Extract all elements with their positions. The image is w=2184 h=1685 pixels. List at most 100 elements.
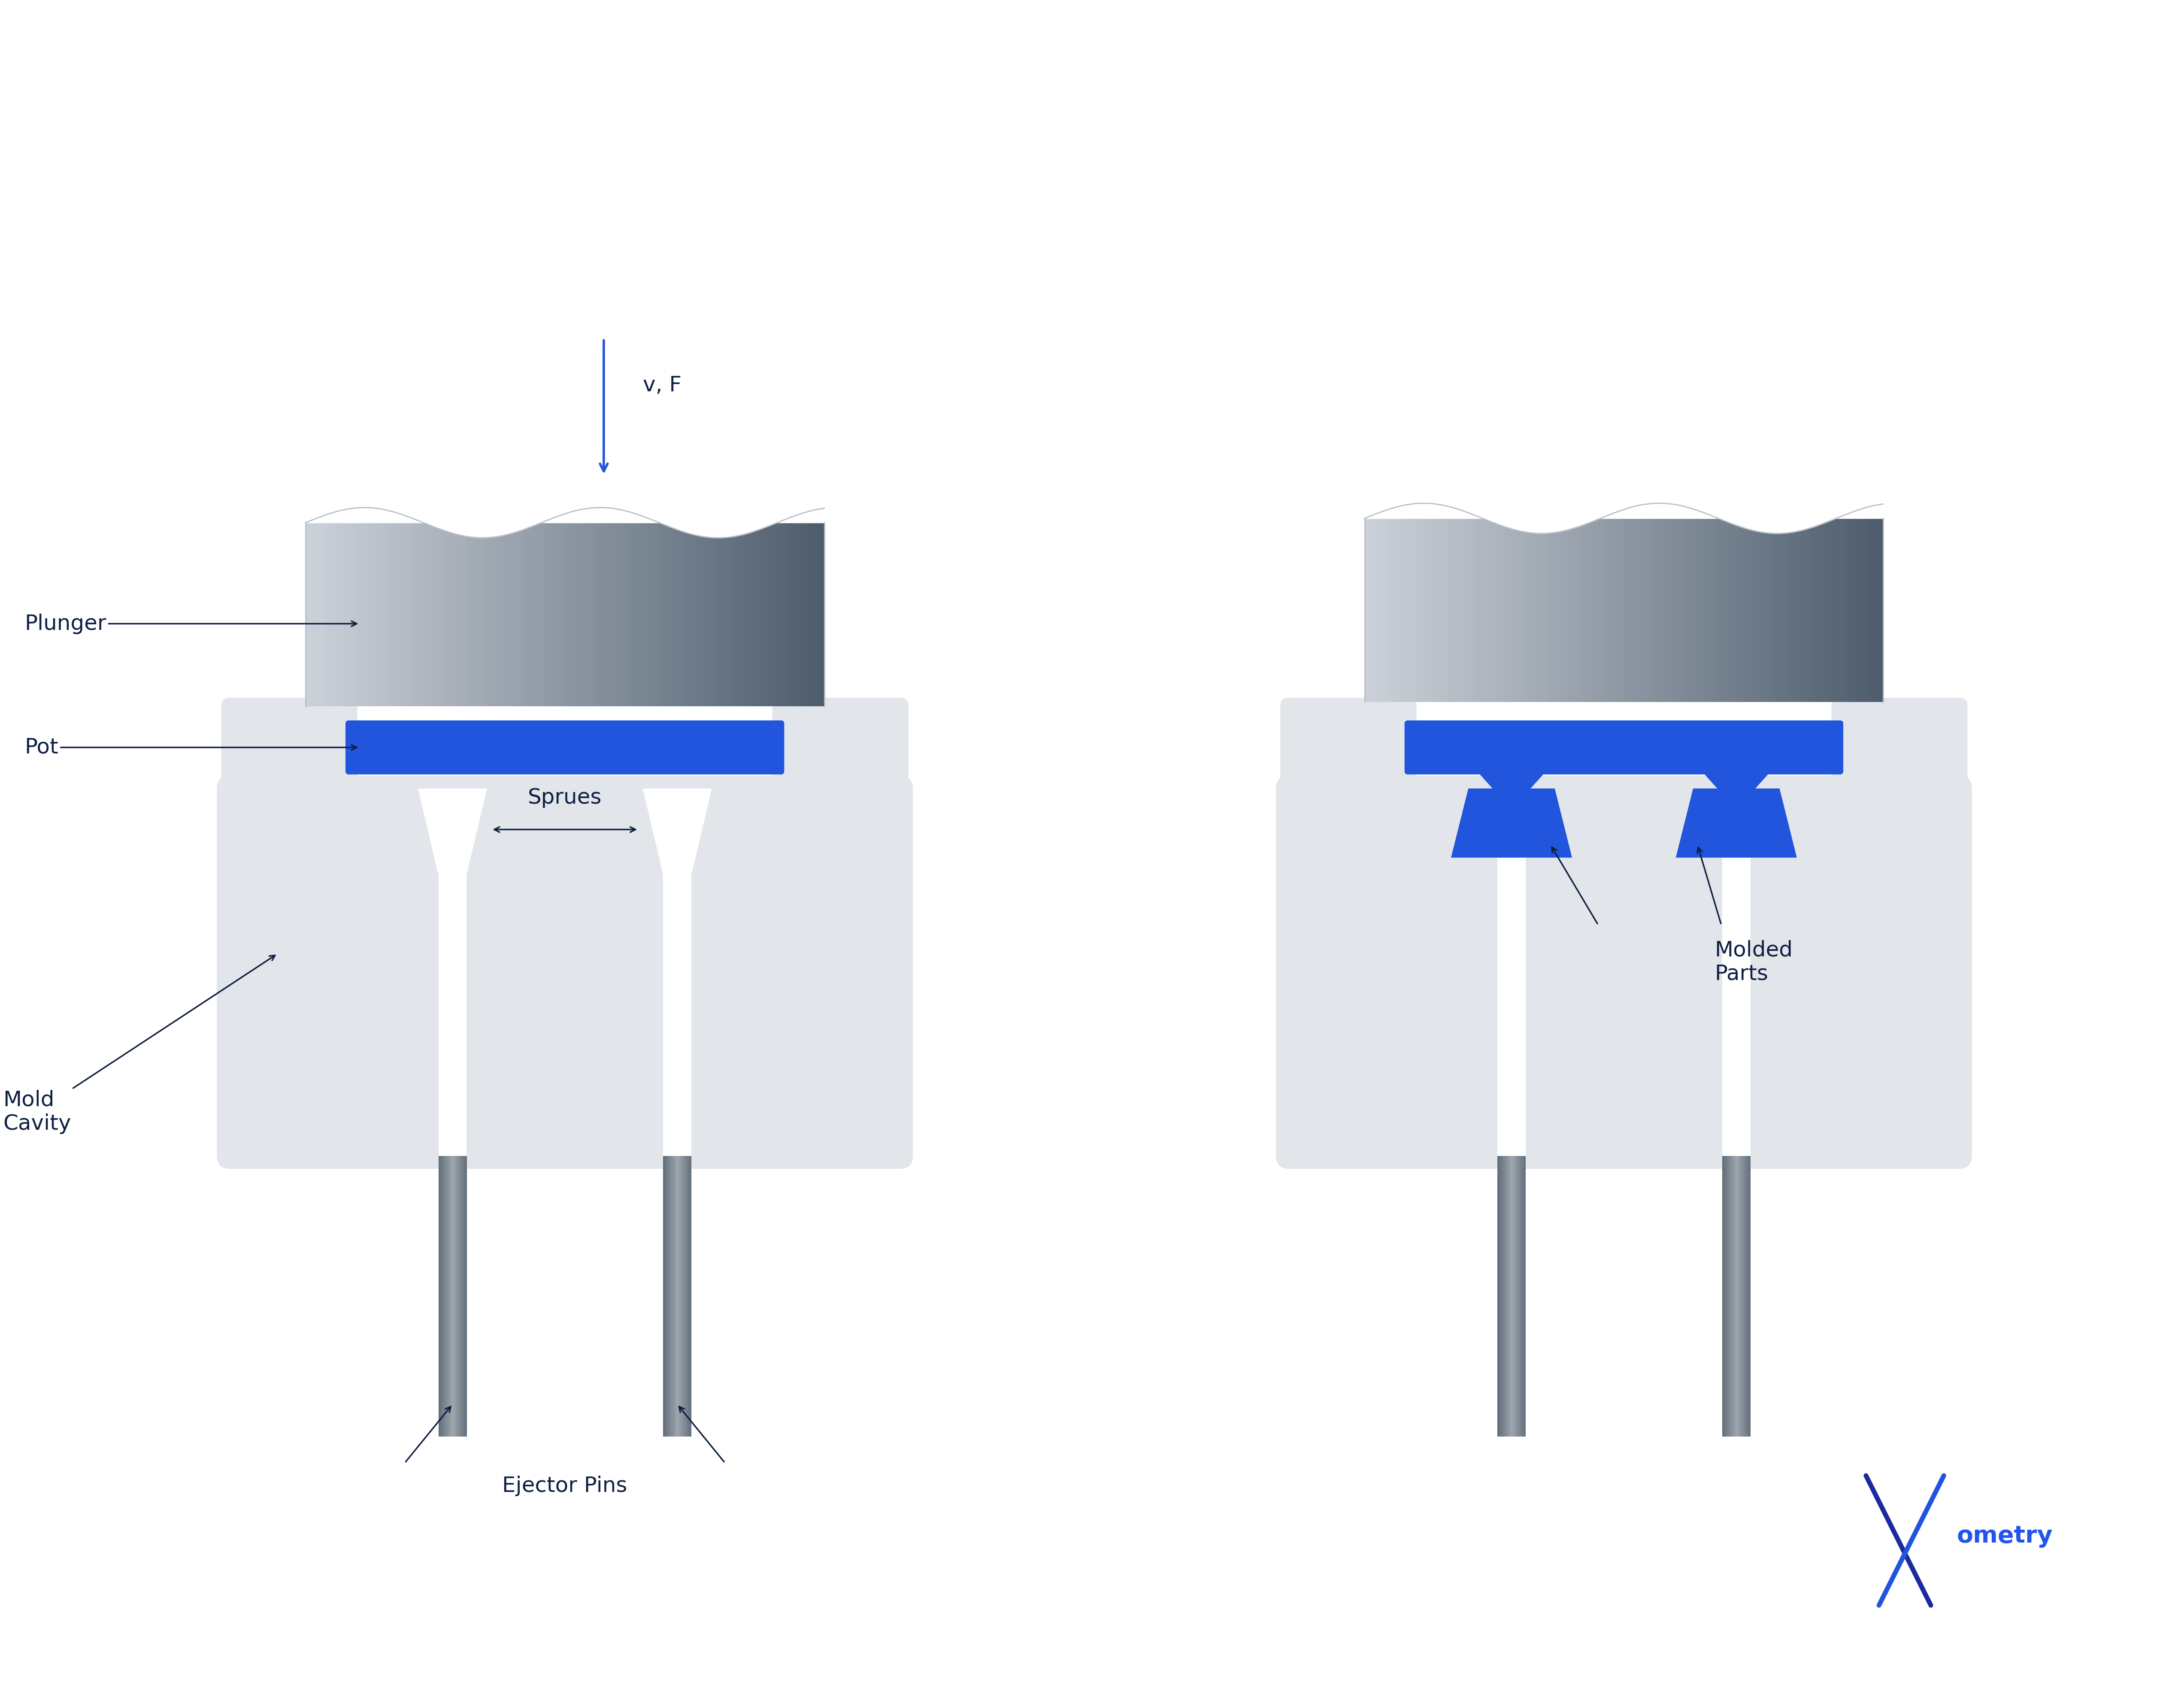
Bar — [358, 522, 363, 706]
Bar — [373, 522, 378, 706]
Text: Charge: Charge — [526, 664, 603, 684]
Bar — [566, 522, 570, 706]
Bar — [1592, 519, 1599, 703]
Bar — [384, 522, 389, 706]
Bar — [642, 522, 649, 706]
Bar — [633, 522, 638, 706]
Bar — [430, 522, 435, 706]
Bar — [1634, 519, 1640, 703]
Bar — [1660, 519, 1666, 703]
Polygon shape — [417, 789, 487, 871]
Bar — [788, 522, 793, 706]
Text: Ejector Pins: Ejector Pins — [502, 1476, 627, 1496]
Bar — [1498, 789, 1527, 1156]
Bar — [1376, 519, 1380, 703]
Bar — [1400, 519, 1406, 703]
Bar — [544, 522, 550, 706]
Bar — [306, 522, 310, 706]
Bar — [1369, 519, 1376, 703]
Bar — [1411, 519, 1417, 703]
Bar — [1795, 519, 1802, 703]
Bar — [1645, 519, 1651, 703]
Bar — [1516, 519, 1520, 703]
Bar — [518, 522, 524, 706]
Bar — [1365, 519, 1369, 703]
Bar — [716, 522, 721, 706]
Bar — [472, 522, 476, 706]
Bar — [657, 522, 664, 706]
Bar — [513, 522, 518, 706]
Bar — [1754, 519, 1760, 703]
Bar — [1832, 519, 1837, 703]
Bar — [498, 522, 502, 706]
Bar — [1588, 519, 1592, 703]
Bar — [808, 522, 815, 706]
Bar — [1701, 519, 1708, 703]
Bar — [601, 522, 607, 706]
Bar — [408, 522, 415, 706]
Bar — [1417, 519, 1422, 703]
Bar — [649, 522, 653, 706]
Bar — [710, 522, 716, 706]
FancyBboxPatch shape — [1404, 721, 1843, 775]
Bar — [1640, 519, 1645, 703]
Bar — [1723, 519, 1728, 703]
Bar — [596, 522, 601, 706]
Bar — [1712, 519, 1719, 703]
Bar — [400, 522, 404, 706]
Bar — [1494, 519, 1500, 703]
Bar — [1686, 519, 1693, 703]
Bar — [1577, 519, 1583, 703]
Bar — [607, 522, 612, 706]
Bar — [1780, 519, 1784, 703]
Bar — [1708, 519, 1712, 703]
Bar — [419, 522, 426, 706]
FancyBboxPatch shape — [216, 775, 913, 1169]
Bar — [721, 522, 725, 706]
Bar — [758, 522, 762, 706]
Bar — [627, 522, 633, 706]
Bar — [1800, 519, 1806, 703]
Bar — [310, 522, 317, 706]
Bar — [1557, 519, 1562, 703]
Bar — [1463, 519, 1468, 703]
Bar — [343, 522, 347, 706]
Bar — [1765, 519, 1769, 703]
Bar — [483, 522, 487, 706]
Bar — [1826, 519, 1832, 703]
Bar — [585, 522, 592, 706]
Bar — [1603, 519, 1610, 703]
Bar — [1546, 519, 1551, 703]
Bar — [1821, 519, 1826, 703]
Bar — [1426, 519, 1433, 703]
Bar — [389, 522, 393, 706]
Bar — [378, 522, 384, 706]
Bar — [1468, 519, 1474, 703]
FancyBboxPatch shape — [1832, 698, 1968, 797]
Bar — [1655, 519, 1660, 703]
FancyBboxPatch shape — [773, 698, 909, 797]
Bar — [592, 522, 596, 706]
Bar — [415, 522, 419, 706]
Bar — [1769, 519, 1776, 703]
Bar — [1682, 519, 1686, 703]
Bar — [1448, 519, 1452, 703]
Bar — [1867, 519, 1874, 703]
Bar — [487, 522, 494, 706]
Bar — [393, 522, 400, 706]
Bar — [441, 522, 446, 706]
FancyBboxPatch shape — [1275, 775, 1972, 1169]
Bar — [1551, 519, 1557, 703]
Bar — [1723, 789, 1749, 1156]
Bar — [1500, 519, 1505, 703]
Polygon shape — [1701, 772, 1771, 794]
Bar — [793, 522, 799, 706]
FancyBboxPatch shape — [1280, 698, 1417, 797]
FancyBboxPatch shape — [221, 698, 358, 797]
Bar — [1878, 519, 1885, 703]
Bar — [570, 522, 577, 706]
Bar — [1863, 519, 1867, 703]
Text: ometry: ometry — [1957, 1525, 2053, 1549]
Bar — [1422, 519, 1426, 703]
Bar — [1396, 519, 1402, 703]
